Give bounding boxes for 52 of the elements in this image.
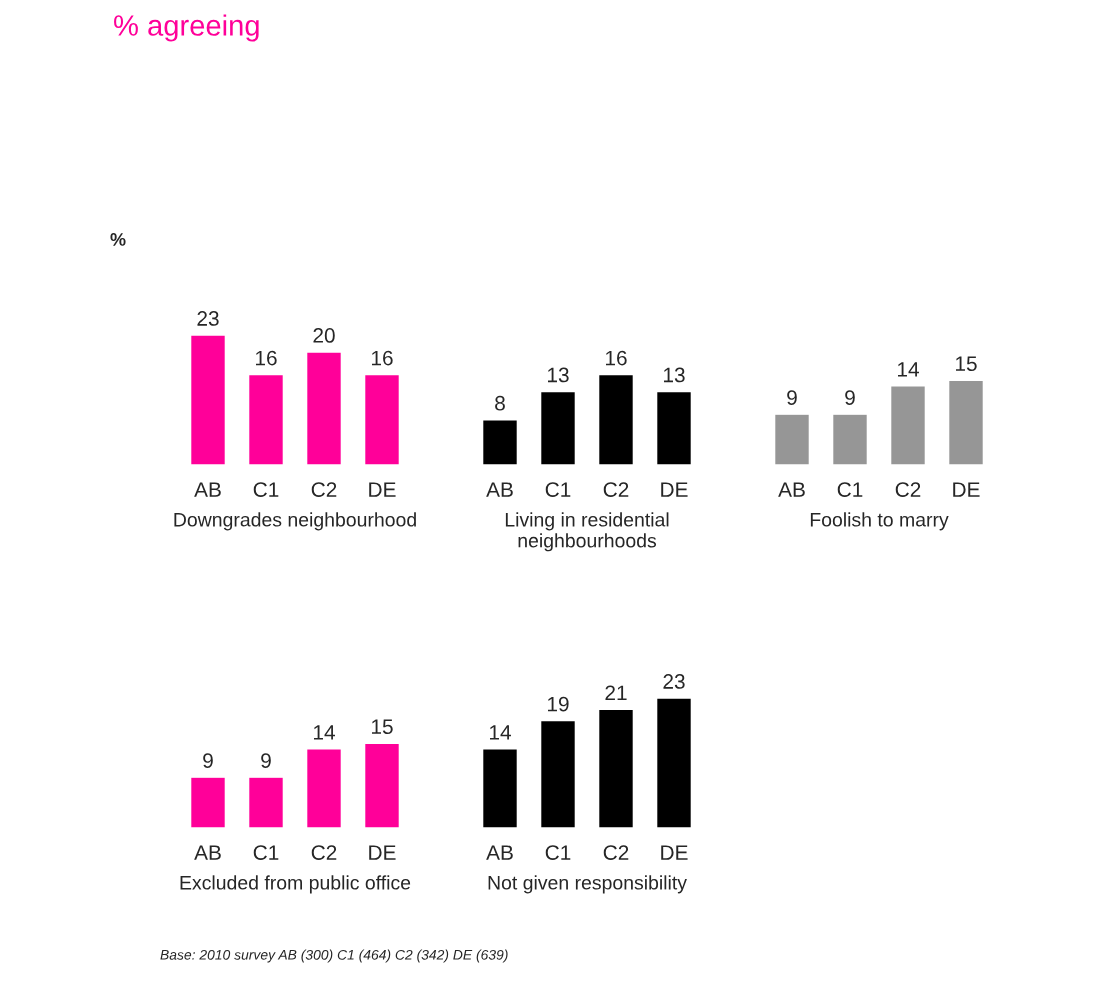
data-label: 16 [606, 350, 627, 366]
data-label: 16 [256, 350, 277, 366]
x-tick-label: DE [661, 482, 688, 497]
x-tick-label: AB [194, 845, 221, 860]
x-axis-title: Living in residential neighbourhoods [505, 512, 669, 552]
x-tick-label: AB [778, 482, 805, 497]
x-tick-label: C2 [311, 845, 337, 860]
x-tick-label: C1 [545, 845, 571, 860]
x-tick-label: C2 [895, 482, 921, 497]
data-label: 16 [372, 350, 393, 366]
x-axis-title: Downgrades neighbourhood [174, 512, 416, 531]
data-label: 23 [663, 674, 685, 689]
x-tick-label: AB [486, 845, 513, 860]
x-tick-label: DE [369, 482, 396, 497]
text: Base: 2010 survey AB (300) C1 (464) C2 (342) DE (639) [160, 949, 508, 963]
data-label: 14 [314, 725, 335, 740]
x-tick-label: DE [369, 845, 396, 860]
x-tick-label: DE [661, 845, 688, 860]
data-label: 13 [664, 367, 685, 383]
data-label: 9 [203, 753, 213, 768]
data-label: 8 [495, 395, 505, 411]
data-label: 9 [787, 390, 797, 405]
x-tick-label: AB [194, 482, 221, 497]
data-label: 9 [261, 753, 271, 768]
x-tick-label: C1 [837, 482, 863, 497]
chart-subtitle: % [110, 233, 126, 246]
x-tick-label: C1 [253, 482, 279, 497]
bar [597, 708, 635, 828]
data-label: 20 [313, 328, 335, 343]
data-label: 14 [898, 362, 919, 377]
chart-title: % agreeing [114, 14, 259, 42]
x-tick-label: C1 [545, 482, 571, 497]
bar [481, 748, 519, 828]
x-tick-label: AB [486, 482, 513, 497]
data-label: 9 [845, 390, 855, 405]
data-label: 15 [372, 719, 393, 735]
bar [655, 697, 693, 828]
x-tick-label: DE [953, 482, 980, 497]
data-label: 21 [605, 685, 627, 700]
x-axis-title: Foolish to marry [810, 512, 949, 531]
bar [539, 719, 577, 828]
data-label: 19 [548, 696, 569, 712]
x-tick-label: C2 [311, 482, 337, 497]
data-label: 15 [956, 356, 977, 372]
x-axis-title: Excluded from public office [180, 875, 411, 894]
x-tick-label: C2 [603, 845, 629, 860]
data-label: 13 [548, 367, 569, 383]
x-axis-title: Not given responsibility [488, 875, 687, 894]
x-tick-label: C2 [603, 482, 629, 497]
data-label: 14 [490, 725, 511, 740]
data-label: 23 [197, 311, 219, 326]
x-tick-label: C1 [253, 845, 279, 860]
